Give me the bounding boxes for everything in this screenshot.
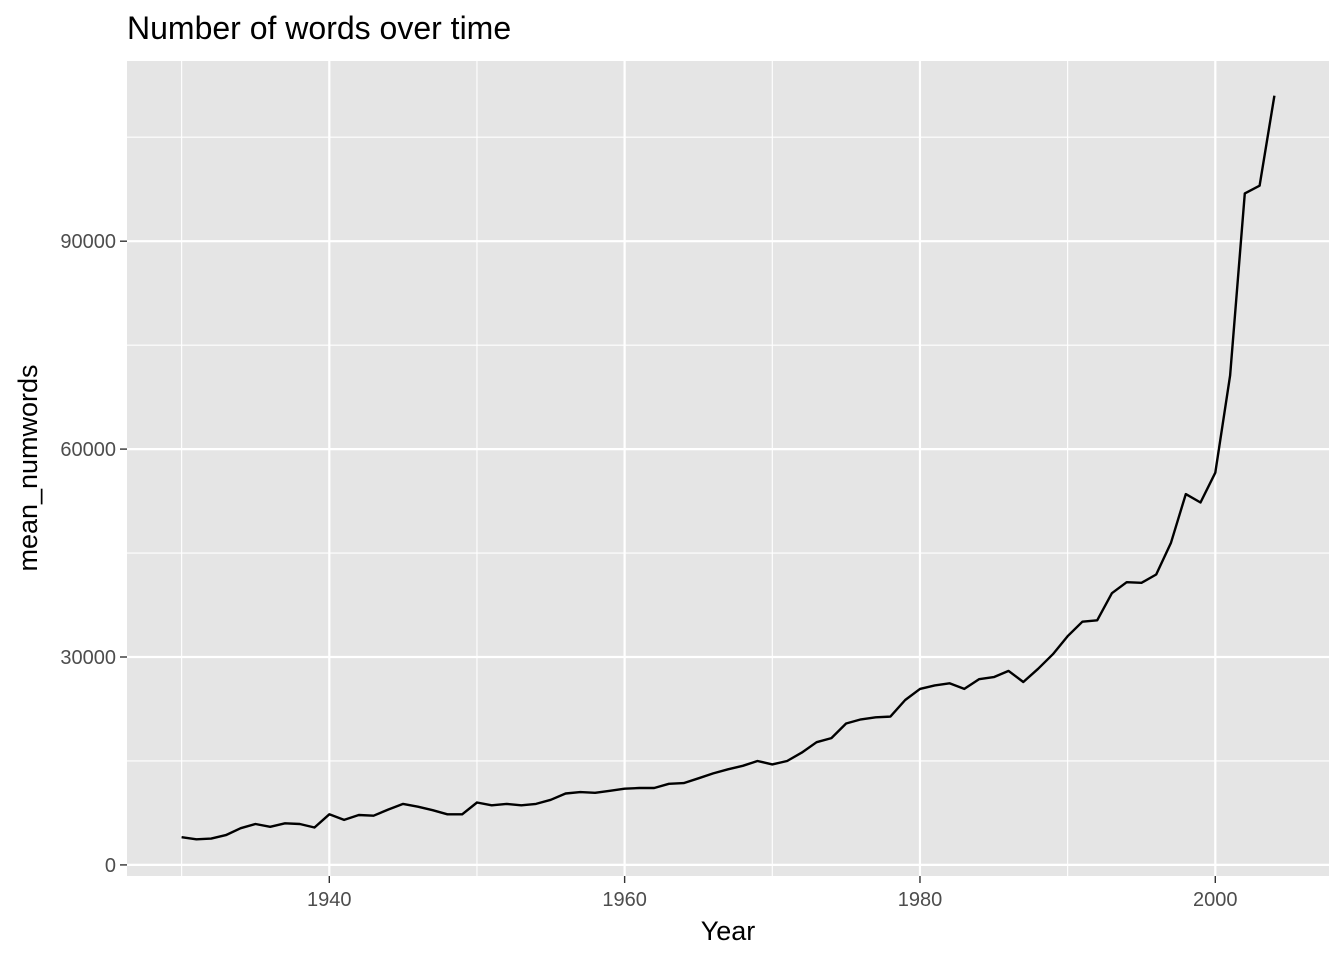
plot-panel: [127, 61, 1329, 876]
x-tick-label: 1960: [602, 889, 647, 911]
x-axis-title: Year: [701, 916, 756, 946]
y-tick-label: 60000: [60, 439, 116, 461]
major-gridlines: [127, 61, 1329, 876]
chart-title: Number of words over time: [127, 10, 511, 46]
y-axis-title: mean_numwords: [13, 364, 43, 571]
x-tick-label: 1940: [307, 889, 352, 911]
y-axis: 0 30000 60000 90000: [60, 231, 127, 877]
y-tick-label: 0: [105, 855, 116, 877]
minor-gridlines: [127, 61, 1329, 876]
series-line: [181, 95, 1276, 841]
y-tick-label: 30000: [60, 647, 116, 669]
y-tick-label: 90000: [60, 231, 116, 253]
series-layer: [181, 95, 1276, 841]
x-axis: 1940 1960 1980 2000: [307, 876, 1238, 911]
x-tick-label: 2000: [1193, 889, 1238, 911]
x-tick-label: 1980: [898, 889, 943, 911]
